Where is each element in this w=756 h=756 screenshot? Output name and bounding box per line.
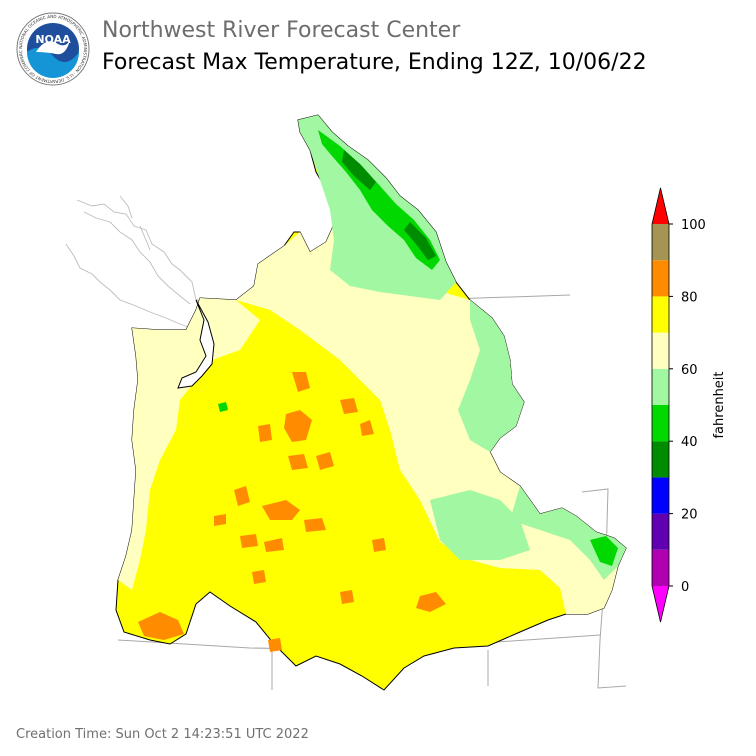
colorbar-tick-label: 0 bbox=[681, 580, 689, 595]
pale-zone-coast bbox=[118, 298, 260, 590]
colorbar-bins bbox=[651, 187, 670, 623]
orange-patches bbox=[138, 372, 446, 652]
creation-time: Creation Time: Sun Oct 2 14:23:51 UTC 20… bbox=[16, 727, 309, 742]
dark-green-zone-canada bbox=[342, 150, 436, 260]
colorbar-bin bbox=[652, 296, 669, 333]
colorbar-tick-label: 60 bbox=[681, 363, 698, 378]
puget-sound bbox=[177, 299, 215, 389]
colorbar-tick-label: 20 bbox=[681, 508, 698, 523]
colorbar-bin bbox=[652, 332, 669, 369]
colorbar-tick-label: 80 bbox=[681, 290, 698, 305]
colorbar-bin bbox=[652, 513, 669, 550]
colorbar-tick-label: 100 bbox=[681, 218, 706, 233]
colorbar-label: fahrenheit bbox=[712, 371, 727, 438]
noaa-logo: NOAA NATIONAL OCEANIC AND ATMOSPHERIC AD… bbox=[15, 8, 90, 86]
colorbar-bin bbox=[652, 368, 669, 405]
light-green-zone-east bbox=[458, 300, 524, 452]
coastline-lines bbox=[65, 195, 197, 331]
colorbar-bin bbox=[652, 405, 669, 442]
colorbar-bin bbox=[652, 549, 669, 586]
organization-name: Northwest River Forecast Center bbox=[102, 18, 461, 43]
colorbar-bin bbox=[652, 586, 669, 623]
colorbar-ticks: 0 20 40 60 80 100 bbox=[669, 218, 706, 595]
colorbar-bin bbox=[652, 477, 669, 514]
colorbar-bin bbox=[652, 224, 669, 261]
colorbar-bin bbox=[652, 260, 669, 297]
temperature-field bbox=[115, 114, 627, 691]
map-title: Forecast Max Temperature, Ending 12Z, 10… bbox=[102, 50, 647, 75]
light-green-zone-central bbox=[430, 490, 530, 560]
colorbar-bin bbox=[652, 441, 669, 478]
colorbar-tick-label: 40 bbox=[681, 435, 698, 450]
light-green-zone-southeast bbox=[510, 486, 626, 580]
green-zone-southeast bbox=[590, 536, 618, 566]
colorbar: 0 20 40 60 80 100 fahrenheit bbox=[651, 187, 727, 623]
logo-center-text: NOAA bbox=[35, 33, 71, 46]
colorbar-bin bbox=[652, 187, 669, 224]
lake-patch bbox=[218, 402, 228, 412]
